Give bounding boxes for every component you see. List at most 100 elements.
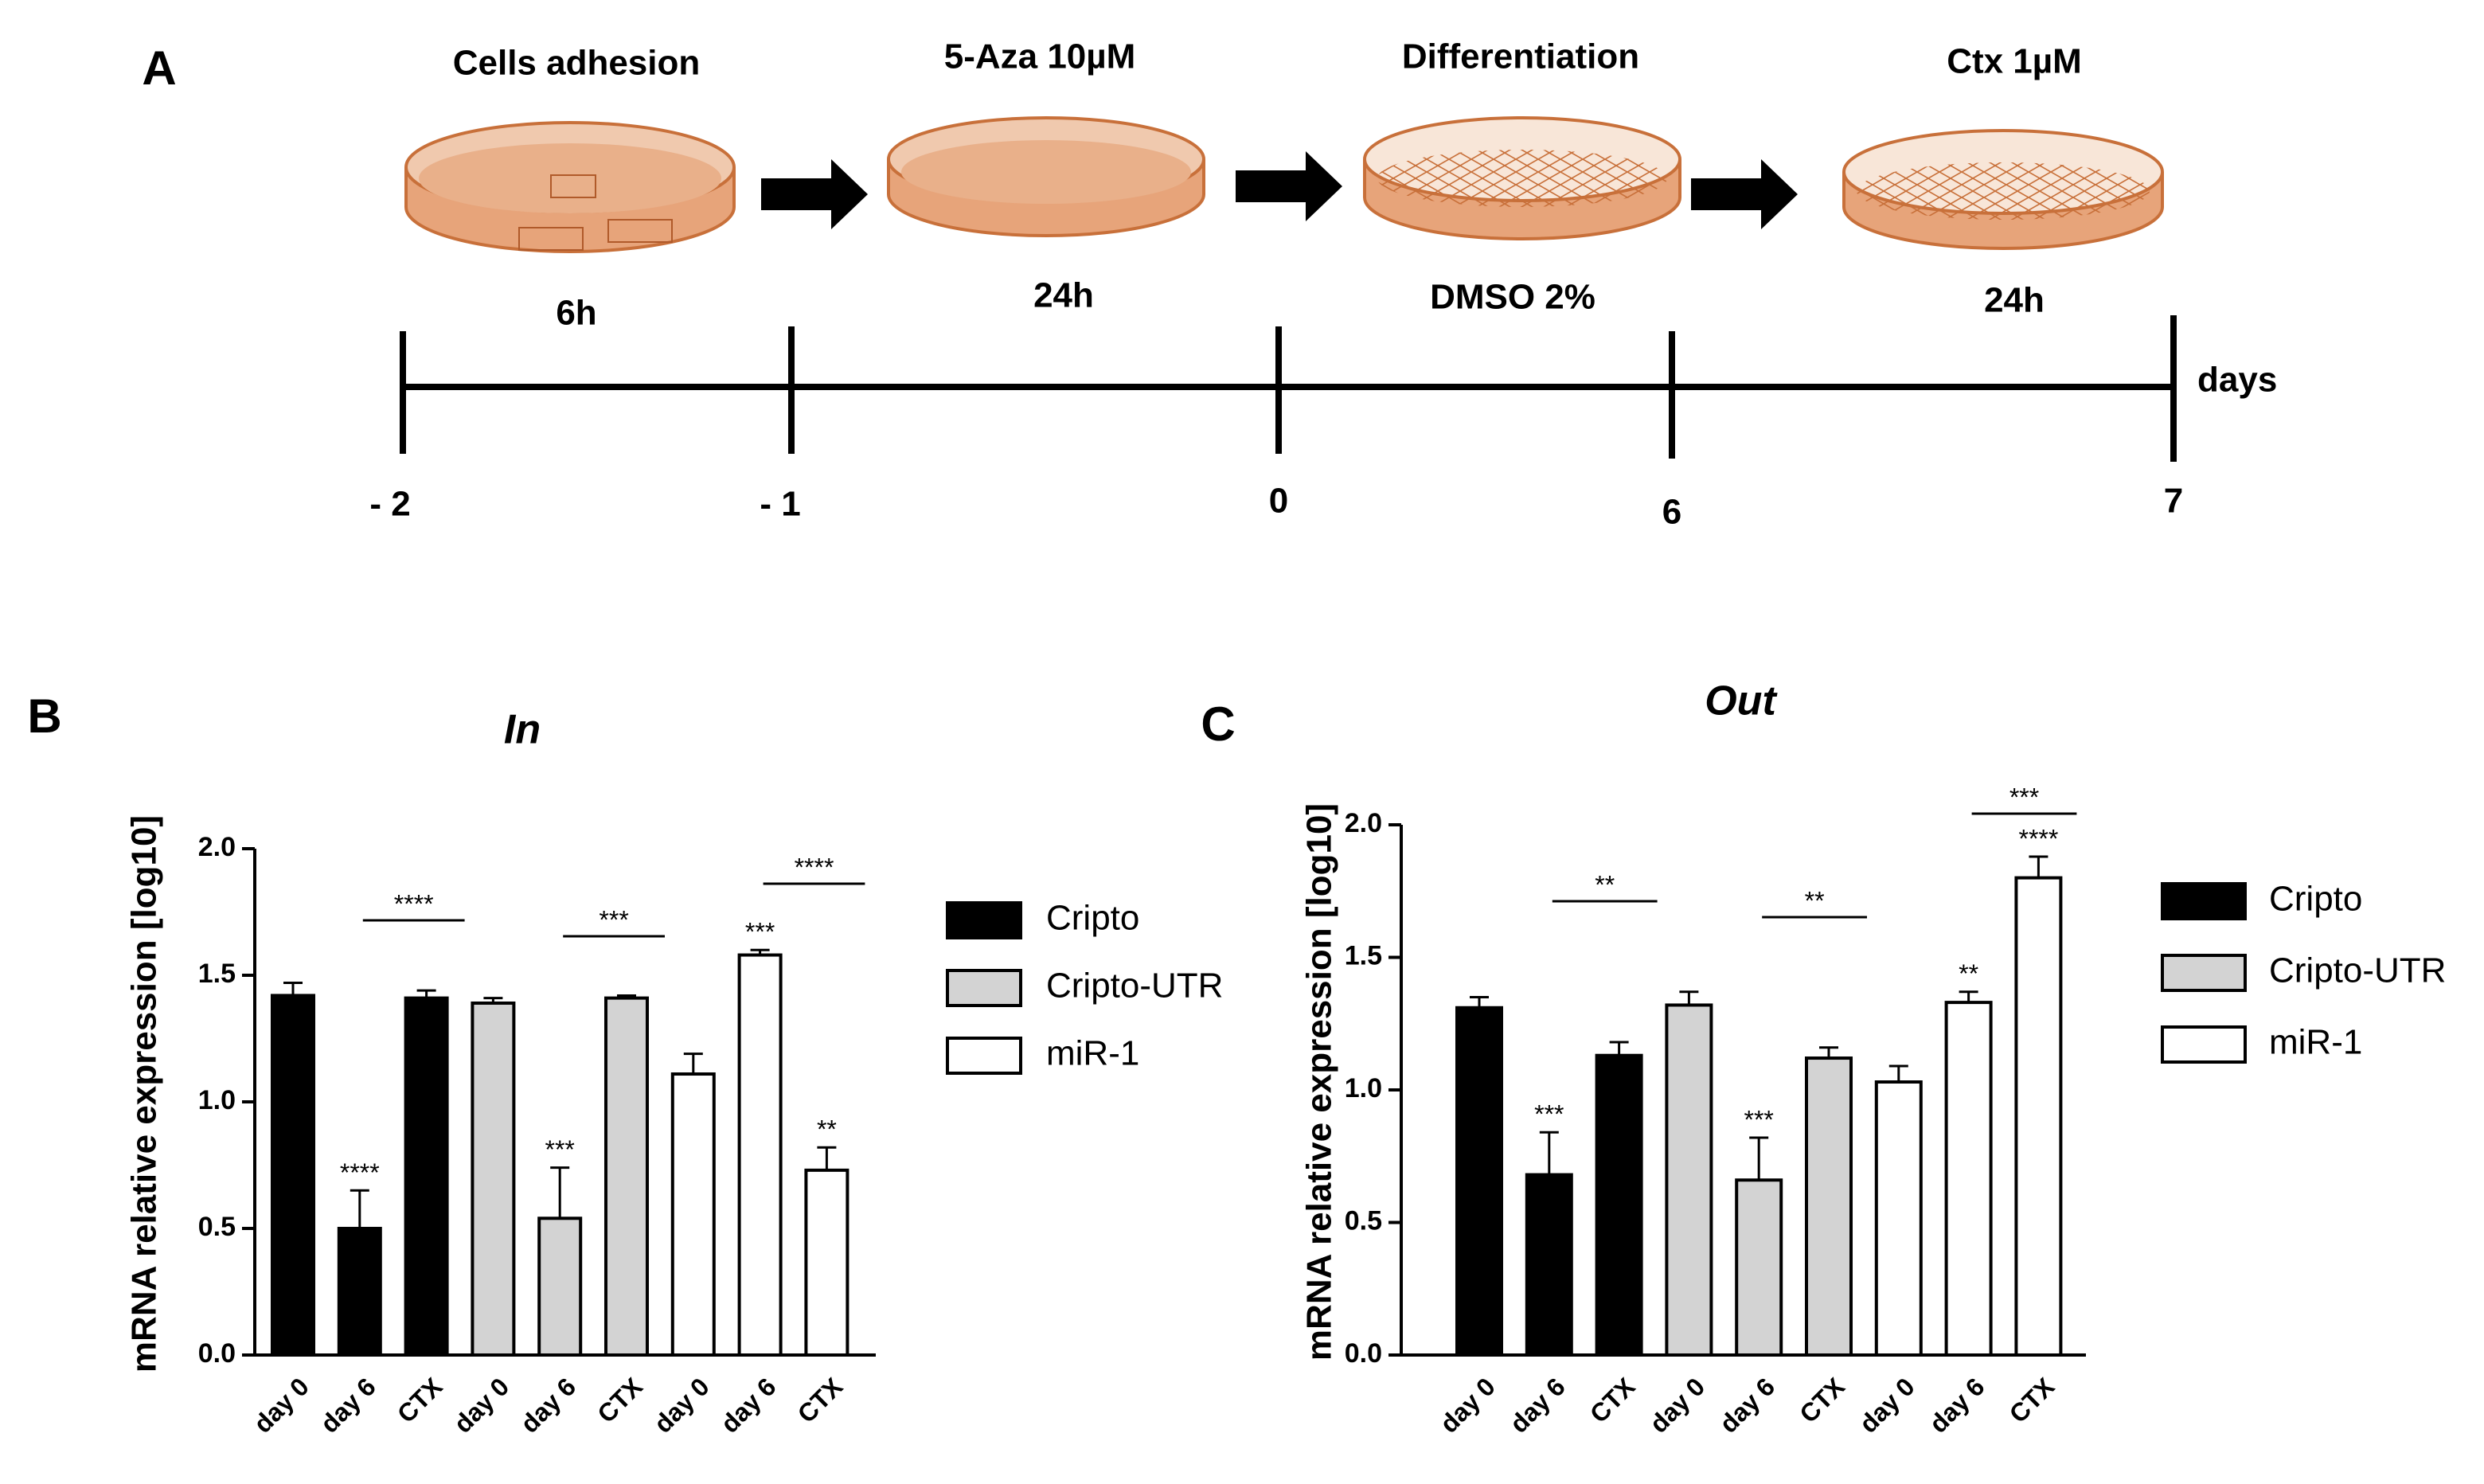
chart-title: Out xyxy=(1705,678,1778,724)
comparison-label: **** xyxy=(795,853,834,881)
significance: *** xyxy=(545,1135,575,1164)
bar xyxy=(1805,1056,1853,1357)
y-tick-label: 0.5 xyxy=(198,1212,236,1242)
comparison-label: ** xyxy=(1595,870,1615,899)
arrows xyxy=(761,151,1798,229)
x-tick-label: day 6 xyxy=(515,1372,581,1438)
x-tick-label: CTX xyxy=(392,1372,448,1428)
comparison-label: **** xyxy=(394,889,434,918)
legend-label: Cripto-UTR xyxy=(2269,951,2446,990)
legend-label: miR-1 xyxy=(1046,1034,1139,1073)
x-tick-label: CTX xyxy=(2004,1372,2060,1428)
step-title: Differentiation xyxy=(1402,37,1639,76)
y-axis-label: mRNA relative expression [log10] xyxy=(1300,803,1339,1361)
step-title: Ctx 1µM xyxy=(1947,42,2082,81)
significance: *** xyxy=(1534,1100,1564,1129)
y-tick-label: 1.5 xyxy=(198,959,236,989)
petri-dishes xyxy=(404,116,2164,253)
y-tick-label: 0.0 xyxy=(1345,1338,1382,1369)
step-duration: 24h xyxy=(1033,276,1094,315)
x-tick-label: day 0 xyxy=(1644,1372,1710,1438)
legend-swatch xyxy=(2161,954,2247,992)
step-duration: DMSO 2% xyxy=(1430,278,1595,317)
panel-label: A xyxy=(142,41,176,95)
bar xyxy=(604,996,649,1357)
legend-swatch xyxy=(2161,1025,2247,1064)
legend-swatch xyxy=(2161,882,2247,920)
timeline-label: - 1 xyxy=(760,485,800,524)
bar xyxy=(804,1168,849,1357)
x-tick-label: day 6 xyxy=(1504,1372,1570,1438)
significance: *** xyxy=(1744,1105,1774,1134)
x-tick-label: day 0 xyxy=(1435,1372,1501,1438)
bar xyxy=(1525,1173,1573,1357)
bar xyxy=(1595,1053,1643,1357)
y-tick-label: 2.0 xyxy=(198,832,236,862)
y-tick-label: 1.5 xyxy=(1345,940,1382,970)
x-tick-label: day 0 xyxy=(448,1372,514,1438)
y-tick-label: 0.5 xyxy=(1345,1205,1382,1236)
significance: **** xyxy=(340,1158,380,1187)
bar xyxy=(337,1227,382,1357)
y-axis-label: mRNA relative expression [log10] xyxy=(125,815,164,1373)
legend-swatch xyxy=(946,1037,1022,1075)
step-duration: 6h xyxy=(556,294,596,333)
comparison-label: *** xyxy=(599,905,628,934)
y-tick-label: 2.0 xyxy=(1345,808,1382,838)
legend-label: miR-1 xyxy=(2269,1023,2362,1062)
x-tick-label: day 0 xyxy=(1853,1372,1920,1438)
timeline xyxy=(400,315,2177,462)
dish xyxy=(1842,129,2164,250)
bar xyxy=(1665,1003,1713,1357)
y-tick-label: 0.0 xyxy=(198,1338,236,1369)
x-tick-label: day 6 xyxy=(1714,1372,1780,1438)
timeline-label: - 2 xyxy=(369,485,410,524)
bar xyxy=(2014,876,2063,1357)
timeline-label: 6 xyxy=(1662,493,1681,532)
x-tick-label: day 0 xyxy=(648,1372,714,1438)
bar xyxy=(271,994,315,1357)
significance: ** xyxy=(817,1115,837,1144)
panel-label: C xyxy=(1201,697,1235,751)
x-tick-label: CTX xyxy=(1794,1372,1850,1428)
bar xyxy=(670,1072,716,1357)
timeline-label: 0 xyxy=(1269,482,1288,521)
bar xyxy=(537,1216,583,1357)
legend-swatch xyxy=(946,969,1022,1007)
panel-label: B xyxy=(27,689,61,743)
bar xyxy=(471,1001,516,1357)
significance: ** xyxy=(1959,959,1978,988)
x-tick-label: day 6 xyxy=(715,1372,781,1438)
x-tick-label: CTX xyxy=(792,1372,849,1428)
dish xyxy=(887,116,1205,237)
bar xyxy=(1874,1080,1923,1357)
x-tick-label: day 6 xyxy=(314,1372,381,1438)
bar xyxy=(737,953,783,1357)
timeline-unit: days xyxy=(2197,361,2277,400)
legend-label: Cripto xyxy=(1046,899,1139,938)
bar xyxy=(404,996,449,1357)
dish xyxy=(1363,116,1681,240)
step-title: 5-Aza 10µM xyxy=(944,37,1136,76)
timeline-label: 7 xyxy=(2164,482,2183,521)
x-tick-label: day 6 xyxy=(1924,1372,1990,1438)
legend-label: Cripto-UTR xyxy=(1046,967,1223,1006)
comparison-label: *** xyxy=(2009,783,2039,811)
bar xyxy=(1735,1178,1783,1357)
bar xyxy=(1944,1001,1993,1357)
step-duration: 24h xyxy=(1984,281,2045,320)
x-tick-label: day 0 xyxy=(248,1372,314,1438)
step-title: Cells adhesion xyxy=(453,44,701,83)
comparison-label: ** xyxy=(1805,886,1825,915)
dish xyxy=(404,121,736,253)
y-tick-label: 1.0 xyxy=(198,1085,236,1115)
legend-swatch xyxy=(946,901,1022,939)
x-tick-label: CTX xyxy=(1584,1372,1641,1428)
y-tick-label: 1.0 xyxy=(1345,1073,1382,1103)
significance: *** xyxy=(745,918,775,947)
bar xyxy=(1455,1006,1503,1357)
significance: **** xyxy=(2018,824,2058,853)
chart-title: In xyxy=(504,707,541,753)
x-tick-label: CTX xyxy=(592,1372,648,1428)
